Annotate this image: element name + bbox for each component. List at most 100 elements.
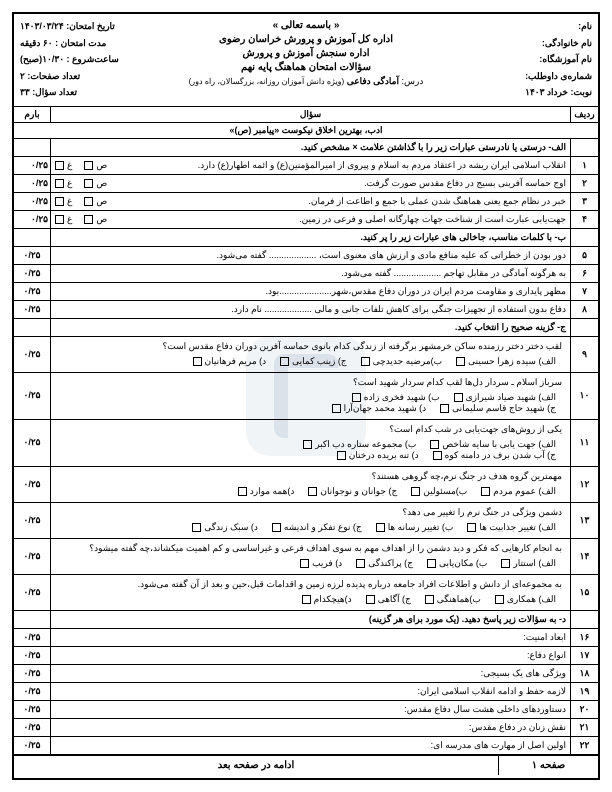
question-number: ۱۱	[570, 420, 598, 466]
question-number: ۴	[570, 211, 598, 228]
question-options: الف) استتار ب) مکان‌یابی ج) پراکندگی د) …	[55, 556, 566, 572]
question-number: ۲۲	[570, 737, 598, 754]
question-number: ۳	[570, 193, 598, 210]
question-row-mc: ۹لقب دختر دختر رزمنده ساکن خرمشهر برگرفت…	[14, 337, 598, 373]
exam-start: ساعت‌شروع : ۱۰/۳۰(صبح)	[20, 53, 183, 67]
question-score: ۰/۲۵	[14, 539, 50, 574]
question-row-mc: ۱۰سرباز اسلام ـ سردار دل‌ها لقب کدام سرد…	[14, 373, 598, 420]
mc-option[interactable]: ج) شهید حاج قاسم سلیمانی	[440, 403, 556, 414]
question-number: ۱۳	[570, 503, 598, 538]
mc-option[interactable]: ب)هماهنگی	[425, 594, 481, 605]
question-text: ویژگی های یک بسیجی:	[50, 665, 570, 682]
mc-option[interactable]: الف) تغییر جذابیت ها	[467, 522, 556, 533]
question-row-short: ۱۸ویژگی های یک بسیجی:۰/۲۵	[14, 665, 598, 683]
question-number: ۱۶	[570, 629, 598, 646]
continue-note: ادامه در صفحه بعد	[14, 756, 498, 775]
mc-option[interactable]: ب)مرضیه حدیدچی	[361, 356, 443, 367]
question-number: ۹	[570, 337, 598, 372]
section-d-header: د- به سؤالات زیر پاسخ دهید. (یک مورد برا…	[14, 611, 598, 629]
mc-option[interactable]: ج) جوانان و نوجوانان	[308, 486, 397, 497]
question-score: ۰/۲۵	[14, 283, 50, 300]
question-score: ۰/۲۵	[14, 665, 50, 682]
exam-meta-block: تاریخ امتحان: ۱۴۰۳/۰۳/۲۴ مدت امتحان : ۶۰…	[20, 20, 183, 100]
question-row-blank: ۵دور بودن از خطراتی که علیه منافع مادی و…	[14, 247, 598, 265]
mc-option[interactable]: الف) استتار	[501, 558, 556, 569]
question-row-tf: ۱انقلاب اسلامی ایران ریشه در اعتقاد مردم…	[14, 157, 598, 175]
question-text: دفاع بدون استفاده از تجهیزات جنگی برای ک…	[50, 301, 570, 318]
question-score: ۰/۲۵	[14, 647, 50, 664]
option-ghalat[interactable]: غ	[55, 178, 72, 189]
mc-option[interactable]: الف) همکاری	[495, 594, 556, 605]
question-options: الف) سیده زهرا حسینی ب)مرضیه حدیدچی ج) ز…	[55, 354, 566, 370]
exam-pages: تعداد صفحات: ۲	[20, 70, 183, 84]
mc-option[interactable]: ب) شهید فخری زاده	[352, 392, 440, 403]
question-row-short: ۲۲اولین اصل از مهارت های مدرسه ای:۰/۲۵	[14, 737, 598, 755]
option-ghalat[interactable]: غ	[55, 196, 72, 207]
question-text: اولین اصل از مهارت های مدرسه ای:	[50, 737, 570, 754]
option-sahih[interactable]: ص	[84, 196, 107, 207]
mc-option[interactable]: د) مریم فرهانیان	[193, 356, 267, 367]
question-options: الف) جهت یابی با سایه شاخص ب) مجموعه ستا…	[55, 437, 566, 464]
question-score: ۰/۲۵	[14, 701, 50, 718]
mc-option[interactable]: د) شهید محمد جهان‌آرا	[332, 403, 427, 414]
mc-option[interactable]: د)هیچکدام	[302, 594, 352, 605]
question-text: به انجام کارهایی که فکر و دید دشمن را از…	[55, 541, 566, 556]
question-row-short: ۲۱نقش زنان در دفاع مقدس:۰/۲۵	[14, 719, 598, 737]
mc-option[interactable]: د)همه موارد	[238, 486, 295, 497]
label-term: نوبت: خرداد ۱۴۰۳	[429, 86, 592, 100]
mc-option[interactable]: الف) شهید صیاد شیرازی	[454, 392, 556, 403]
option-ghalat[interactable]: غ	[55, 214, 72, 225]
question-score: ۰/۲۵	[14, 683, 50, 700]
mc-option[interactable]: ج) پراکندگی	[356, 558, 413, 569]
mc-option[interactable]: ج) نوع تفکر و اندیشه	[272, 522, 362, 533]
label-school: نام آموزشگاه:	[429, 53, 592, 67]
option-sahih[interactable]: ص	[84, 178, 107, 189]
question-options: الف) عموم مردم ب)مسئولین ج) جوانان و نوج…	[55, 484, 566, 500]
exam-duration: مدت امتحان : ۶۰ دقیقه	[20, 37, 183, 51]
mc-option[interactable]: ج) آب شدن برف در دامنه کوه	[433, 450, 556, 461]
course-note: (ویژه دانش آموزان روزانه، بزرگسالان، راه…	[189, 77, 345, 86]
question-score: ۰/۲۵	[14, 420, 50, 466]
mc-option[interactable]: ب)مسئولین	[411, 486, 467, 497]
question-text: لازمه حفظ و ادامه انقلاب اسلامی ایران:	[50, 683, 570, 700]
col-header-num: ردیف	[570, 107, 598, 122]
exam-date: تاریخ امتحان: ۱۴۰۳/۰۳/۲۴	[20, 20, 183, 34]
question-number: ۱۰	[570, 373, 598, 419]
question-number: ۱۷	[570, 647, 598, 664]
col-header-question: سؤال	[50, 107, 570, 122]
mc-option[interactable]: ج) زینب کمایی	[280, 356, 346, 367]
mc-option[interactable]: الف) عموم مردم	[481, 486, 556, 497]
course-prefix: درس:	[402, 76, 424, 86]
section-b-header: ب- با کلمات مناسب، جاخالی های عبارات زیر…	[14, 229, 598, 247]
mc-option[interactable]: الف) سیده زهرا حسینی	[456, 356, 556, 367]
question-score: ۰/۲۵	[14, 247, 50, 264]
question-score: ۰/۲۵	[14, 575, 50, 610]
question-options: الف) شهید صیاد شیرازی ب) شهید فخری زاده …	[55, 390, 566, 417]
question-row-tf: ۲اوج حماسه آفرینی بسیج در دفاع مقدس صورت…	[14, 175, 598, 193]
option-ghalat[interactable]: غ	[55, 160, 72, 171]
question-number: ۱۲	[570, 467, 598, 502]
question-number: ۱	[570, 157, 598, 174]
option-sahih[interactable]: ص	[84, 214, 107, 225]
label-name: نام:	[429, 20, 592, 34]
question-row-mc: ۱۲مهمترین گروه هدف در جنگ نرم،چه گروهی ه…	[14, 467, 598, 503]
student-info-block: نام: نام خانوادگی: نام آموزشگاه: شماره‌ی…	[429, 20, 592, 100]
mc-option[interactable]: ب) مجموعه ستاره دب اکبر	[303, 439, 416, 450]
question-row-mc: ۱۴به انجام کارهایی که فکر و دید دشمن را …	[14, 539, 598, 575]
mc-option[interactable]: ب) تغییر رسانه ها	[376, 522, 454, 533]
question-text: مظهر پایداری و مقاومت مردم ایران در دورا…	[50, 283, 570, 300]
question-row-short: ۲۰دستاوردهای داخلی هشت سال دفاع مقدس:۰/۲…	[14, 701, 598, 719]
option-sahih[interactable]: ص	[84, 160, 107, 171]
mc-option[interactable]: د) سبک زندگی	[192, 522, 258, 533]
mc-option[interactable]: د) تنه بریده درختان	[337, 450, 419, 461]
mc-option[interactable]: ب) مکان‌یابی	[427, 558, 487, 569]
exam-qcount: تعداد سؤال: ۳۳	[20, 86, 183, 100]
question-number: ۶	[570, 265, 598, 282]
question-row-blank: ۸دفاع بدون استفاده از تجهیزات جنگی برای …	[14, 301, 598, 319]
mc-option[interactable]: د) فریب	[300, 558, 342, 569]
mc-option[interactable]: ج) آگاهی	[366, 594, 411, 605]
question-text: به مجموعه‌ای از دانش و اطلاعات افراد جام…	[55, 577, 566, 592]
question-text: خبر در نظام جمع یعنی هماهنگ شدن عملی با …	[50, 193, 570, 210]
mc-option[interactable]: الف) جهت یابی با سایه شاخص	[430, 439, 556, 450]
exam-title: سؤالات امتحان هماهنگ پایه نهم	[183, 62, 428, 73]
